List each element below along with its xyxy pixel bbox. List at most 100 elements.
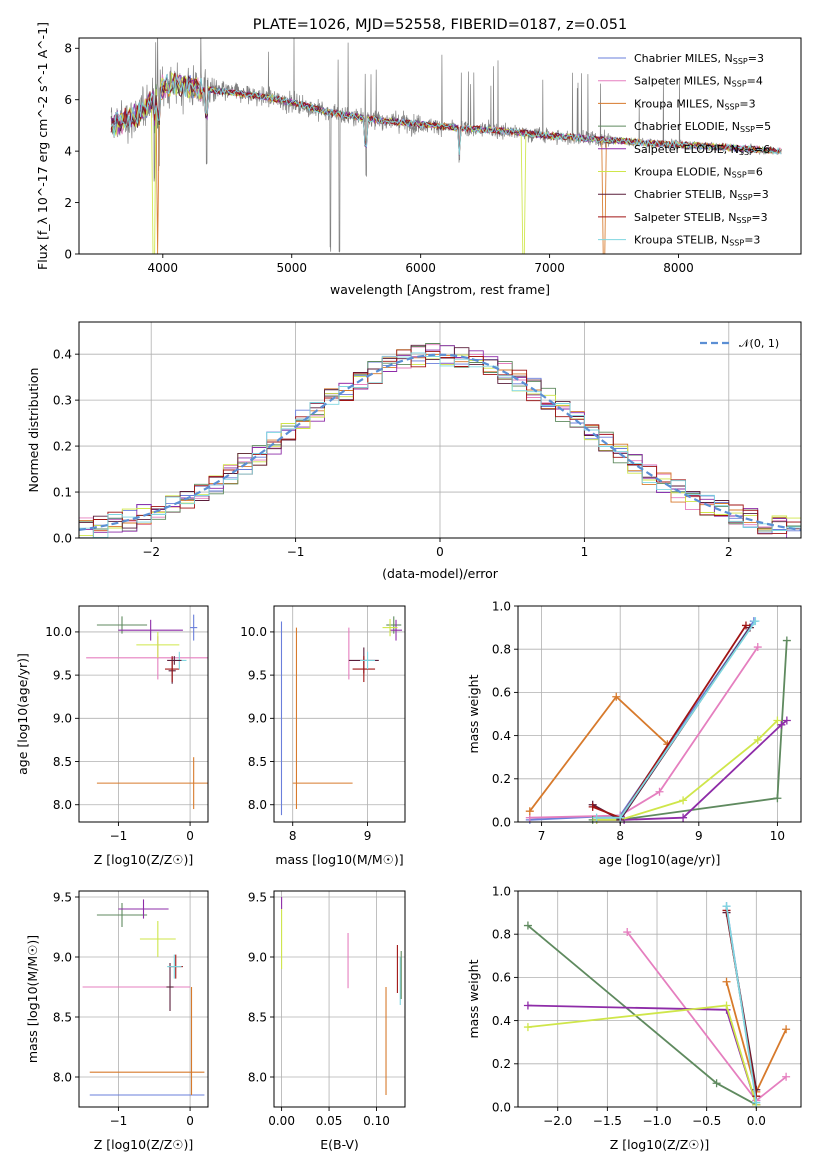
y-tick-label: 9.0 xyxy=(53,950,72,964)
y-axis-label: mass weight xyxy=(466,959,481,1038)
legend-entry: Kroupa STELIB, NSSP=3 xyxy=(634,234,760,248)
y-tick-label: 8 xyxy=(64,42,72,56)
y-tick-label: 8.5 xyxy=(53,1010,72,1024)
weight-point-marker xyxy=(782,636,791,645)
x-tick-label: 0.10 xyxy=(363,1114,390,1128)
y-axis-label: Flux [f_λ 10^-17 erg cm^-2 s^-1 A^-1] xyxy=(35,22,50,270)
weight-point-marker xyxy=(623,928,632,937)
x-tick-label: 9 xyxy=(364,829,372,843)
x-tick-label: −2.0 xyxy=(543,1114,572,1128)
spectrum-plot-area xyxy=(110,38,783,254)
weight-point-marker xyxy=(722,977,731,986)
legend-entry: Kroupa ELODIE, NSSP=6 xyxy=(634,166,763,180)
weight-point-marker xyxy=(679,813,688,822)
weight-series-salpeter-stelib xyxy=(588,621,750,822)
x-tick-label: 0.0 xyxy=(747,1114,766,1128)
weight-series-kroupa-elodie xyxy=(523,1001,761,1109)
legend-entry: Chabrier MILES, NSSP=3 xyxy=(634,52,764,66)
y-tick-label: 0.2 xyxy=(53,439,72,453)
residual-histogram-kroupa-stelib xyxy=(79,352,801,538)
weight-point-marker xyxy=(588,802,597,811)
errorbar-point-kroupa-elodie xyxy=(136,631,180,658)
weight-point-marker xyxy=(523,921,532,930)
y-tick-label: 9.5 xyxy=(248,668,267,682)
weight-point-marker xyxy=(592,813,601,822)
y-tick-label: 8.5 xyxy=(248,755,267,769)
y-tick-label: 0.4 xyxy=(492,729,511,743)
x-axis-label: mass [log10(M/M☉)] xyxy=(275,852,403,867)
weight-vs-metallicity-panel: −2.0 −1.5 −1.0 −0.5 0.0 0.0 0.2 0.4 0.6 0.8 1.0 Z [… xyxy=(466,884,802,1152)
y-tick-label: 9.0 xyxy=(53,712,72,726)
errorbar-point-kroupa-elodie xyxy=(139,921,176,957)
weight-vs-age-panel: 7 8 9 10 0.0 0.2 0.4 0.6 0.8 1.0 age [log10(age/yr… xyxy=(466,599,802,867)
axes-frame xyxy=(273,890,406,1108)
x-tick-label: 2 xyxy=(725,545,733,559)
x-tick-label: 8 xyxy=(289,829,297,843)
errorbar-point-chabrier-stelib xyxy=(166,963,174,1011)
weight-point-marker xyxy=(782,1072,791,1081)
weight-plot-area xyxy=(523,902,791,1109)
y-tick-label: 9.0 xyxy=(248,950,267,964)
errorbar-point-salpeter-elodie xyxy=(118,619,183,641)
weight-series-salpeter-elodie xyxy=(523,1001,761,1109)
x-axis-label: age [log10(age/yr)] xyxy=(599,852,721,867)
legend-entry: 𝒩(0, 1) xyxy=(739,337,779,350)
y-tick-label: 0.3 xyxy=(53,393,72,407)
x-tick-label: 4000 xyxy=(148,261,179,275)
x-axis-label: Z [log10(Z/Z☉)] xyxy=(610,1137,710,1152)
errorbar-point-kroupa-miles xyxy=(96,757,208,810)
y-tick-label: 0.4 xyxy=(53,347,72,361)
x-tick-label: −1 xyxy=(110,829,128,843)
weight-point-marker xyxy=(655,787,664,796)
weight-point-marker xyxy=(773,794,782,803)
y-tick-label: 2 xyxy=(64,196,72,210)
weight-point-marker xyxy=(523,1023,532,1032)
errorbar-point-kroupa-elodie xyxy=(382,618,398,637)
y-axis-label: mass [log10(M/M☉)] xyxy=(25,935,40,1063)
y-tick-label: 4 xyxy=(64,144,72,158)
y-tick-label: 9.0 xyxy=(248,712,267,726)
residuals-panel: −2 −1 0 1 2 0.0 0.1 0.2 0.3 0.4 (data-model)/error… xyxy=(26,321,802,581)
x-tick-label: 9 xyxy=(695,829,703,843)
axes-frame xyxy=(78,890,209,1108)
weight-series-line xyxy=(592,624,747,819)
x-axis-label: Z [log10(Z/Z☉)] xyxy=(94,1137,194,1152)
y-tick-label: 0 xyxy=(64,247,72,261)
weight-point-marker xyxy=(777,720,786,729)
y-tick-label: 0.0 xyxy=(53,531,72,545)
errorbar-plot-area xyxy=(280,616,403,816)
weight-point-marker xyxy=(679,796,688,805)
residuals-plot-area xyxy=(79,343,801,538)
weight-series-line xyxy=(592,640,788,821)
x-tick-label: 0 xyxy=(436,545,444,559)
x-tick-label: 0.05 xyxy=(316,1114,343,1128)
weight-point-marker xyxy=(525,807,534,816)
age-vs-metallicity-panel: −1 0 8.0 8.5 9.0 9.5 10.0 Z [log10(Z/Z☉)] age [l… xyxy=(15,605,209,867)
y-tick-label: 8.0 xyxy=(53,1070,72,1084)
y-tick-label: 9.5 xyxy=(248,890,267,904)
x-tick-label: −1.0 xyxy=(642,1114,671,1128)
weight-series-chabrier-stelib xyxy=(588,623,754,824)
errorbar-plot-area xyxy=(82,899,205,1096)
weight-point-marker xyxy=(752,1098,761,1107)
y-tick-label: 9.5 xyxy=(53,668,72,682)
weight-point-marker xyxy=(712,1079,721,1088)
y-tick-label: 1.0 xyxy=(492,599,511,613)
legend-entry: Salpeter MILES, NSSP=4 xyxy=(634,75,763,89)
model-line-salpeter-stelib xyxy=(110,73,782,155)
y-tick-label: 6 xyxy=(64,93,72,107)
weight-point-marker xyxy=(741,621,750,630)
errorbar-point-chabrier-miles xyxy=(190,614,198,641)
weight-point-marker xyxy=(722,902,731,911)
figure-title: PLATE=1026, MJD=52558, FIBERID=0187, z=0… xyxy=(253,17,627,33)
errorbar-point-kroupa-stelib xyxy=(360,651,376,670)
x-axis-label: (data-model)/error xyxy=(382,566,499,581)
weight-point-marker xyxy=(753,735,762,744)
normal-distribution-curve xyxy=(79,353,801,531)
y-tick-label: 0.6 xyxy=(492,686,511,700)
x-tick-label: 0 xyxy=(186,829,194,843)
weight-point-marker xyxy=(782,1025,791,1034)
y-tick-label: 0.0 xyxy=(492,815,511,829)
x-tick-label: 5000 xyxy=(276,261,307,275)
weight-series-line xyxy=(529,646,759,819)
